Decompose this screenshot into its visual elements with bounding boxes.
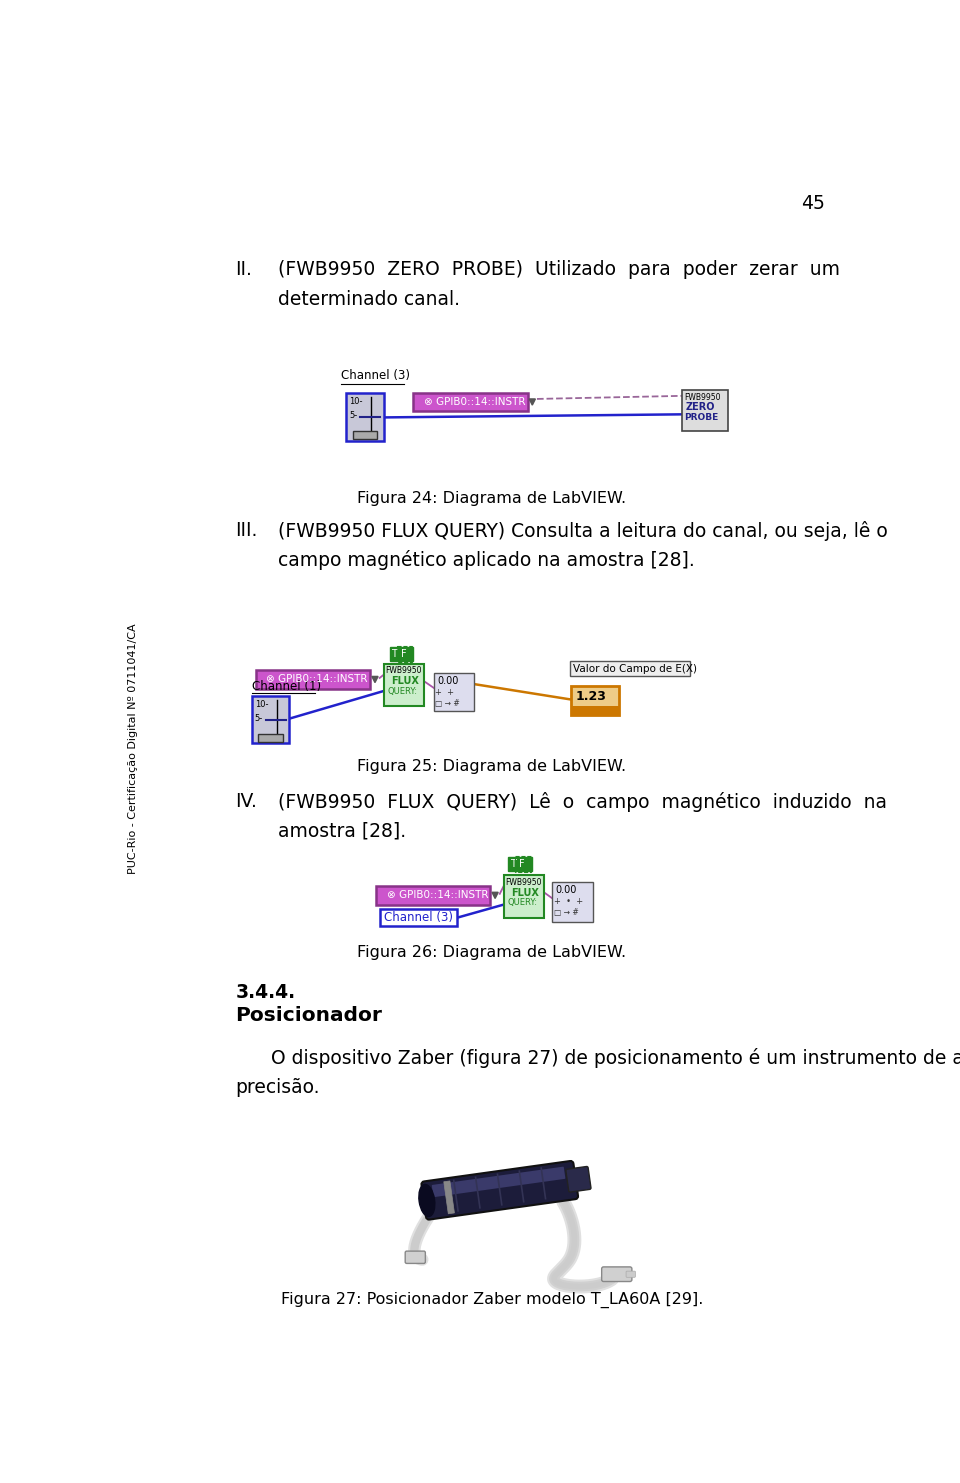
Text: III.: III. [235,521,257,540]
Text: 0.00: 0.00 [556,885,577,896]
Polygon shape [529,399,536,405]
Text: ⊗ GPIB0::14::INSTR: ⊗ GPIB0::14::INSTR [423,397,525,406]
Text: (FWB9950  FLUX  QUERY)  Lê  o  campo  magnético  induzido  na: (FWB9950 FLUX QUERY) Lê o campo magnétic… [277,792,887,813]
Text: ⊗ GPIB0::14::INSTR: ⊗ GPIB0::14::INSTR [387,890,488,900]
Text: 0.00: 0.00 [437,676,458,687]
Text: F: F [519,859,525,869]
FancyBboxPatch shape [571,685,619,715]
Text: FWB9950: FWB9950 [505,878,541,887]
Text: FWB9950: FWB9950 [385,666,421,675]
Text: 5-: 5- [254,715,263,724]
Text: ⊗ GPIB0::14::INSTR: ⊗ GPIB0::14::INSTR [267,675,368,685]
Text: (FWB9950 FLUX QUERY) Consulta a leitura do canal, ou seja, lê o: (FWB9950 FLUX QUERY) Consulta a leitura … [277,521,887,540]
Text: FLUX: FLUX [512,888,540,897]
Text: F: F [400,650,406,658]
FancyBboxPatch shape [602,1266,632,1281]
Text: Channel (3): Channel (3) [341,369,410,383]
Text: 10-: 10- [254,700,269,709]
Text: determinado canal.: determinado canal. [277,289,460,308]
FancyBboxPatch shape [565,1167,591,1192]
Text: T: T [392,650,397,658]
Text: □ → #: □ → # [436,698,460,707]
Text: O dispositivo Zaber (figura 27) de posicionamento é um instrumento de alta: O dispositivo Zaber (figura 27) de posic… [235,1048,960,1068]
Text: precisão.: precisão. [235,1078,320,1097]
Text: Figura 27: Posicionador Zaber modelo T_LA60A [29].: Figura 27: Posicionador Zaber modelo T_L… [281,1292,703,1308]
FancyBboxPatch shape [413,393,528,411]
FancyBboxPatch shape [626,1271,636,1277]
Text: ZERO: ZERO [685,402,715,412]
Text: FWB9950: FWB9950 [684,393,721,402]
FancyBboxPatch shape [552,881,592,921]
FancyBboxPatch shape [405,1252,425,1264]
FancyBboxPatch shape [508,857,532,871]
FancyBboxPatch shape [504,875,544,918]
Ellipse shape [419,1185,435,1216]
Text: +  •  +: + • + [554,897,583,906]
FancyBboxPatch shape [569,661,689,676]
Text: Figura 24: Diagrama de LabVIEW.: Figura 24: Diagrama de LabVIEW. [357,491,627,506]
Text: QUERY:: QUERY: [388,687,418,696]
Polygon shape [372,676,378,682]
Text: +  +: + + [436,688,454,697]
FancyBboxPatch shape [682,390,729,432]
Polygon shape [492,893,498,899]
FancyBboxPatch shape [432,1167,565,1197]
FancyBboxPatch shape [383,664,423,706]
FancyBboxPatch shape [444,1180,454,1213]
Text: 1.23: 1.23 [576,690,607,703]
Text: 45: 45 [802,194,826,214]
Text: IV.: IV. [235,792,257,811]
Text: 10-: 10- [349,397,363,406]
FancyBboxPatch shape [390,647,413,661]
Text: T: T [510,859,516,869]
FancyBboxPatch shape [352,432,377,439]
Text: Channel (1): Channel (1) [252,679,321,693]
FancyBboxPatch shape [347,393,383,440]
Text: 3.4.4.: 3.4.4. [235,983,296,1003]
FancyBboxPatch shape [375,887,491,905]
Text: Posicionador: Posicionador [235,1005,382,1025]
Text: Valor do Campo de E(X): Valor do Campo de E(X) [573,664,697,673]
Text: campo magnético aplicado na amostra [28].: campo magnético aplicado na amostra [28]… [277,550,694,571]
Text: FLUX: FLUX [392,676,420,687]
Text: PUC-Rio - Certificação Digital Nº 0711041/CA: PUC-Rio - Certificação Digital Nº 071104… [129,624,138,873]
FancyBboxPatch shape [255,670,371,688]
Text: II.: II. [235,260,252,279]
Text: (FWB9950  ZERO  PROBE)  Utilizado  para  poder  zerar  um: (FWB9950 ZERO PROBE) Utilizado para pode… [277,260,840,279]
FancyBboxPatch shape [434,673,474,710]
FancyBboxPatch shape [571,706,619,715]
Text: Figura 25: Diagrama de LabVIEW.: Figura 25: Diagrama de LabVIEW. [357,759,627,774]
Text: Figura 26: Diagrama de LabVIEW.: Figura 26: Diagrama de LabVIEW. [357,945,627,961]
Text: amostra [28].: amostra [28]. [277,822,406,841]
FancyBboxPatch shape [421,1161,578,1219]
Text: Channel (3): Channel (3) [384,911,453,924]
FancyBboxPatch shape [258,734,283,742]
Text: QUERY:: QUERY: [508,899,538,908]
FancyBboxPatch shape [379,909,457,927]
Text: 5-: 5- [349,411,358,420]
FancyBboxPatch shape [252,696,289,743]
Text: PROBE: PROBE [684,412,718,421]
Text: □ → #: □ → # [554,908,579,916]
